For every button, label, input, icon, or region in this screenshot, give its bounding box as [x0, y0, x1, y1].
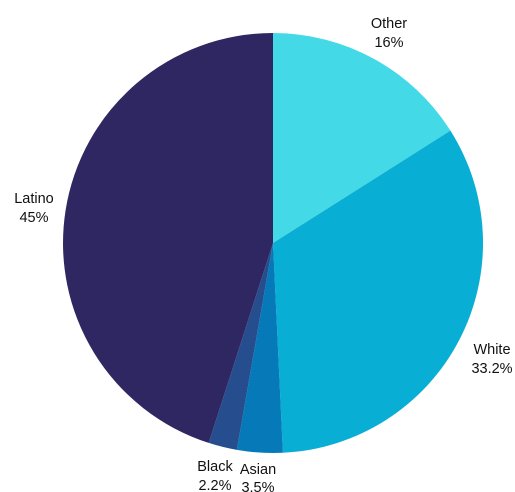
- pie-slice-white: [273, 130, 484, 453]
- slice-value-black: 2.2%: [198, 478, 231, 492]
- slice-value-asian: 3.5%: [241, 480, 274, 492]
- pie-slice-asian: [236, 243, 283, 454]
- slice-value-white: 33.2%: [471, 361, 512, 377]
- pie-slice-other: [273, 33, 451, 243]
- slice-label-white: White: [473, 342, 510, 358]
- slice-value-latino: 45%: [19, 210, 48, 226]
- slice-label-other: Other: [371, 16, 407, 32]
- pie-slices: [63, 33, 484, 454]
- pie-slice-latino: [63, 33, 273, 443]
- slice-label-latino: Latino: [14, 191, 54, 207]
- slice-label-asian: Asian: [240, 462, 276, 478]
- slice-labels: Other 16% White 33.2% Asian 3.5% Black 2…: [14, 16, 512, 492]
- slice-value-other: 16%: [374, 35, 403, 51]
- slice-label-black: Black: [197, 459, 233, 475]
- pie-slice-black: [208, 243, 273, 450]
